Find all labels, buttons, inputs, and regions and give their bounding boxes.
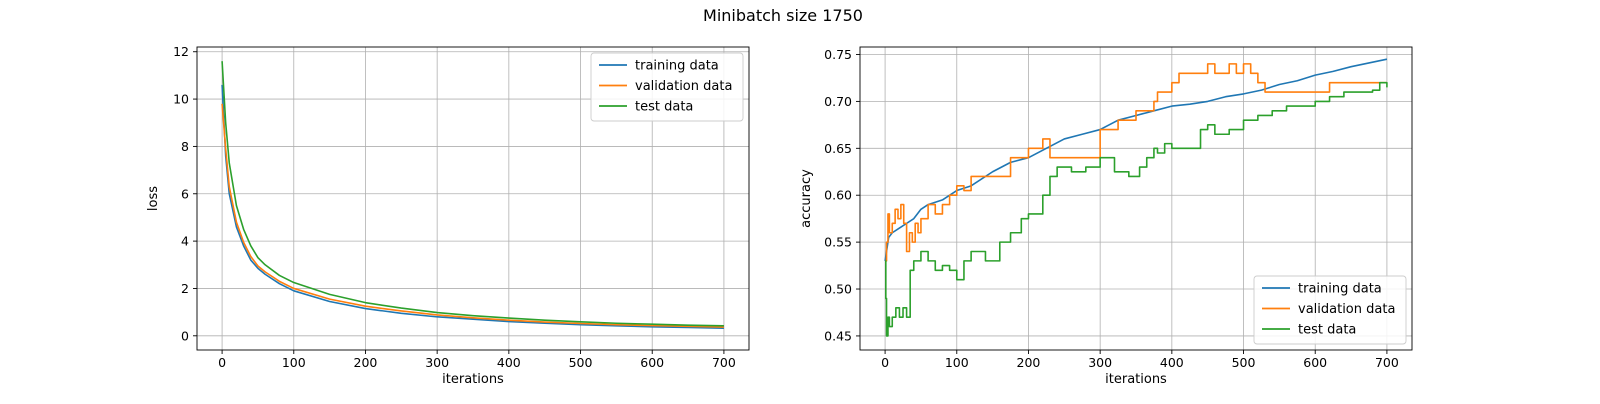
y-axis-label: accuracy [799,169,814,228]
x-tick-label: 200 [1017,355,1041,370]
series-line-validation-data [885,63,1387,262]
loss-chart: 0 100 200 300 400 500 600 700 0 2 4 6 8 10 12 iteration… [146,44,750,387]
plot-frame [196,46,750,351]
x-tick-label: 200 [354,355,378,370]
figure-title: Minibatch size 1750 [703,6,863,25]
x-tick-label: 0 [218,355,226,370]
y-tick-label: 2 [181,281,189,296]
legend-label: training data [1298,282,1382,297]
y-tick-label: 8 [181,139,189,154]
y-tick-label: 12 [173,44,189,59]
y-tick-label: 0.70 [824,94,852,109]
x-tick-label: 500 [1232,355,1256,370]
x-tick-label: 100 [945,355,969,370]
legend-box [1253,275,1407,345]
x-axis-label: iterations [1105,372,1167,387]
y-tick-label: 6 [181,186,189,201]
legend: training data validation data test data [1253,275,1407,345]
legend-box [590,52,744,122]
y-tick-label: 0.60 [824,188,852,203]
y-tick-label: 0.55 [824,235,852,250]
x-tick-label: 300 [425,355,449,370]
legend-label: test data [635,100,693,115]
x-tick-label: 400 [1160,355,1184,370]
y-tick-label: 0.65 [824,141,852,156]
legend-label: test data [1298,323,1356,338]
y-tick-label: 0.75 [824,47,852,62]
series-line-test-data [221,61,724,327]
y-tick-label: 0 [181,328,189,343]
y-tick-label: 10 [173,92,189,107]
x-tick-label: 0 [881,355,889,370]
series-group [221,61,724,330]
legend-label: validation data [1298,302,1395,317]
x-tick-label: 700 [712,355,736,370]
series-line-training-data [221,84,724,330]
series-line-training-data [884,58,1388,262]
legend-label: validation data [635,79,732,94]
legend-label: training data [635,59,719,74]
x-tick-label: 700 [1375,355,1399,370]
x-tick-label: 400 [497,355,521,370]
y-axis-label: loss [146,186,161,211]
x-tick-label: 500 [569,355,593,370]
x-tick-label: 100 [282,355,306,370]
x-axis-label: iterations [442,372,504,387]
y-tick-label: 0.50 [824,282,852,297]
x-tick-label: 600 [640,355,664,370]
plot-frame [859,46,1413,351]
x-tick-label: 600 [1303,355,1327,370]
legend: training data validation data test data [590,52,744,122]
series-line-validation-data [221,103,724,328]
series-group [884,58,1388,337]
accuracy-chart: 0 100 200 300 400 500 600 700 0.45 0.50 0.55 0.60 0.… [799,46,1413,387]
series-line-test-data [885,81,1388,337]
y-tick-label: 4 [181,234,189,249]
x-tick-label: 300 [1088,355,1112,370]
y-tick-label: 0.45 [824,328,852,343]
